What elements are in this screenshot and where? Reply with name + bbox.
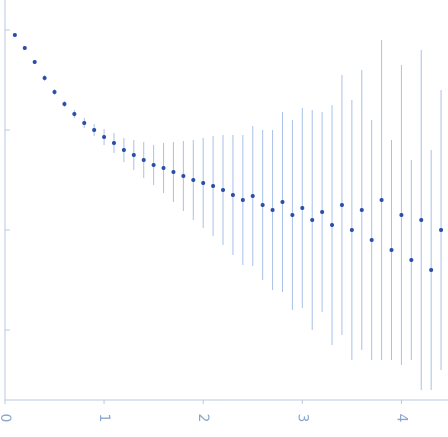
x-tick-label: 2	[195, 414, 211, 423]
point	[131, 153, 136, 157]
point	[52, 90, 57, 94]
point	[102, 135, 107, 139]
point	[270, 208, 275, 212]
point	[42, 76, 47, 80]
x-tick-label: 0	[0, 414, 13, 423]
point	[379, 198, 384, 202]
point	[161, 166, 166, 170]
point	[339, 203, 344, 207]
point	[349, 228, 354, 232]
point	[191, 178, 196, 182]
point	[429, 268, 434, 272]
point	[201, 181, 206, 185]
point	[121, 148, 126, 152]
point	[369, 238, 374, 242]
point	[409, 258, 414, 262]
point	[32, 60, 37, 64]
x-tick-label: 3	[294, 414, 310, 423]
point	[171, 170, 176, 174]
point	[12, 33, 17, 37]
point	[300, 206, 305, 210]
point	[62, 102, 67, 106]
point	[310, 218, 315, 222]
point	[181, 174, 186, 178]
point	[221, 188, 226, 192]
point	[82, 121, 87, 125]
point	[111, 141, 116, 145]
point	[290, 213, 295, 217]
point	[151, 163, 156, 167]
point	[330, 223, 335, 227]
point	[72, 112, 77, 116]
point	[280, 200, 285, 204]
point	[92, 128, 97, 132]
point	[211, 184, 216, 188]
point	[439, 228, 444, 232]
point	[419, 218, 424, 222]
x-tick-label: 4	[393, 414, 409, 423]
point	[230, 193, 235, 197]
point	[320, 210, 325, 214]
point	[22, 46, 27, 50]
x-tick-label: 1	[96, 414, 112, 423]
point	[359, 208, 364, 212]
point	[240, 198, 245, 202]
point	[250, 194, 255, 198]
point	[389, 248, 394, 252]
point	[399, 213, 404, 217]
point	[260, 203, 265, 207]
point	[141, 158, 146, 162]
